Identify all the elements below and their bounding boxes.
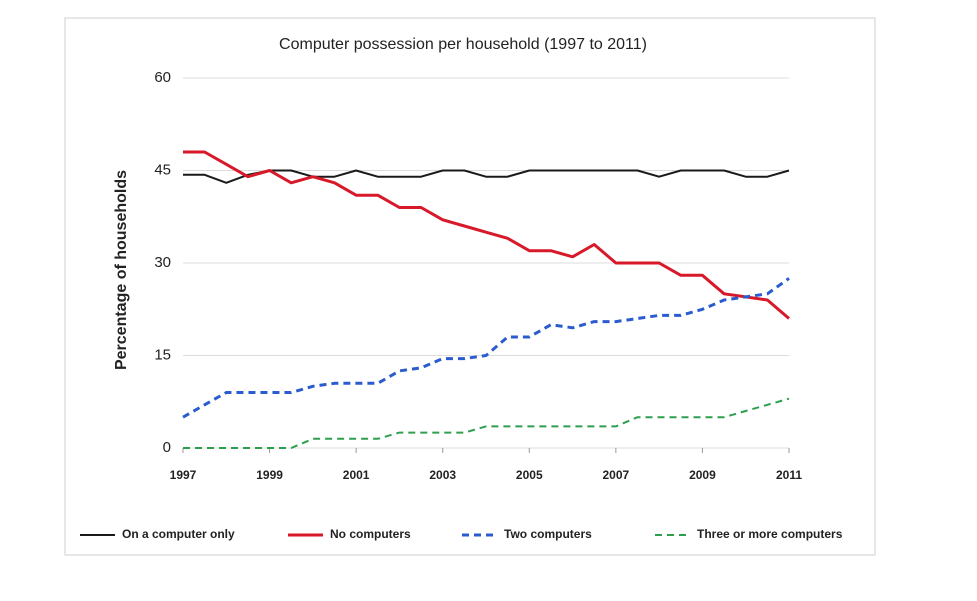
x-tick-label: 2009 <box>689 468 716 482</box>
y-tick-label: 15 <box>154 346 171 363</box>
y-axis-label: Percentage of households <box>113 170 130 370</box>
x-tick-label: 1999 <box>256 468 283 482</box>
series-line <box>182 277 790 419</box>
series-line <box>183 150 790 320</box>
y-tick-label: 30 <box>154 254 171 271</box>
legend-label: On a computer only <box>122 527 235 541</box>
x-tick-label: 2007 <box>603 468 630 482</box>
y-tick-label: 0 <box>163 439 171 456</box>
chart-frame <box>64 17 876 556</box>
legend-label: No computers <box>330 527 411 541</box>
y-tick-label: 45 <box>154 161 171 178</box>
x-tick-label: 2005 <box>516 468 543 482</box>
x-tick-label: 1997 <box>170 468 197 482</box>
x-tick-label: 2003 <box>429 468 456 482</box>
chart-title: Computer possession per household (1997 … <box>279 36 647 53</box>
series-line <box>183 397 790 449</box>
x-tick-label: 2011 <box>776 468 802 482</box>
y-tick-label: 60 <box>154 69 171 86</box>
legend-label: Three or more computers <box>697 527 843 541</box>
series-line <box>183 169 790 184</box>
legend-label: Two computers <box>504 527 592 541</box>
x-tick-label: 2001 <box>343 468 370 482</box>
